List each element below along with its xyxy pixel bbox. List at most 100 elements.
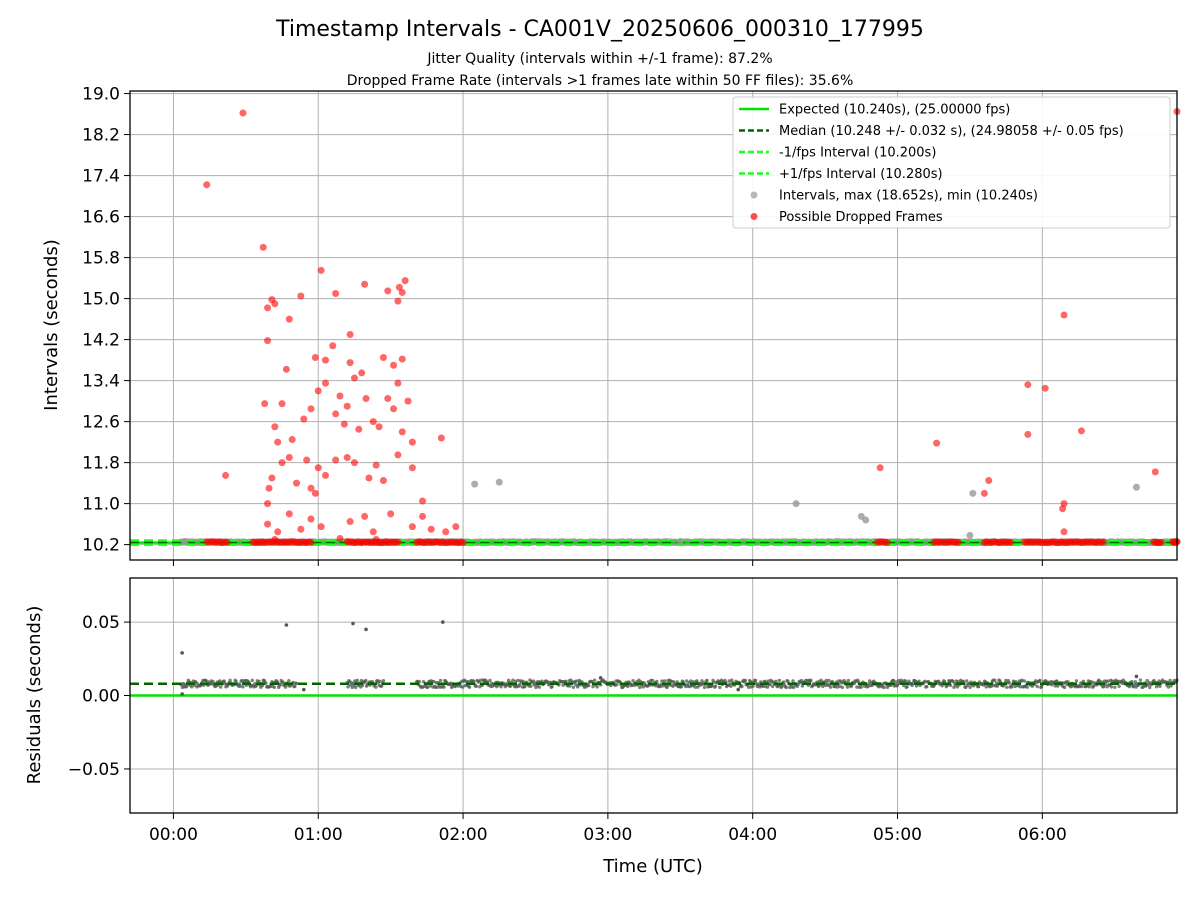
residual-point [765, 685, 770, 689]
residual-point [529, 684, 533, 688]
residual-point [753, 678, 758, 683]
dropped-point [311, 489, 319, 497]
dropped-point [398, 355, 406, 363]
dropped-point [278, 400, 286, 408]
dropped-point [314, 464, 322, 472]
residual-point [1106, 679, 1110, 683]
residual-point [730, 678, 734, 682]
residual-point [1168, 678, 1172, 683]
dropped-point [404, 397, 412, 405]
dropped-point [1024, 430, 1032, 438]
residual-point [190, 685, 194, 689]
dropped-point [442, 528, 450, 536]
chart-title: Timestamp Intervals - CA001V_20250606_00… [275, 17, 924, 42]
dropped-point-baseline [1157, 538, 1165, 546]
residual-point [281, 680, 285, 684]
dropped-point [203, 181, 211, 189]
legend-label-2: -1/fps Interval (10.200s) [779, 146, 936, 161]
residual-point [1022, 679, 1027, 683]
residual-point [1038, 678, 1042, 683]
dropped-point [394, 297, 402, 305]
dropped-point [297, 292, 305, 300]
residual-point [936, 679, 941, 683]
dropped-point [408, 464, 416, 472]
residual-point [976, 684, 981, 689]
residual-point [234, 679, 238, 684]
top-y-tick-label-0: 10.2 [82, 536, 120, 556]
top-y-tick-label-10: 18.2 [82, 126, 120, 146]
residual-point [859, 685, 863, 689]
interval-point [792, 500, 800, 508]
dropped-point [362, 395, 370, 403]
dropped-point [398, 428, 406, 436]
residual-point [911, 681, 915, 685]
intervals-panel: 10.2 11.0 11.8 12.6 13.4 14.2 15.0 15.8 16.6 17.4… [82, 85, 1181, 566]
residual-point [679, 684, 684, 689]
residual-point [474, 684, 479, 688]
residual-point [442, 685, 446, 689]
dropped-point-baseline [459, 539, 467, 547]
dropped-point [1060, 528, 1068, 536]
residual-point [774, 679, 778, 683]
residual-point [638, 685, 642, 690]
dropped-point [307, 484, 315, 492]
residual-point [819, 678, 823, 682]
dropped-point [274, 528, 282, 536]
dropped-point [264, 520, 272, 528]
dropped-point-baseline [1006, 538, 1014, 546]
top-y-tick-label-9: 17.4 [82, 167, 120, 187]
residual-point [984, 685, 988, 689]
top-y-tick-label-6: 15.0 [82, 290, 120, 310]
dropped-point [303, 456, 311, 464]
dropped-point [408, 438, 416, 446]
dropped-point [427, 525, 435, 533]
top-y-tick-label-8: 16.6 [82, 208, 120, 228]
residual-point [1056, 684, 1060, 688]
residual-point [381, 679, 386, 683]
dropped-point [452, 523, 460, 531]
residual-point [1166, 685, 1171, 689]
dropped-point [437, 434, 445, 442]
dropped-point-baseline [883, 538, 891, 546]
residual-point [1055, 679, 1059, 683]
residual-point [1007, 681, 1011, 685]
residual-point [905, 685, 909, 689]
residual-point [792, 685, 796, 689]
top-y-tick-label-7: 15.8 [82, 249, 120, 269]
legend-label-0: Expected (10.240s), (25.00000 fps) [779, 103, 1010, 118]
residual-point [1117, 684, 1121, 688]
residual-point [882, 685, 886, 690]
residual-outlier [736, 687, 741, 692]
residual-point [787, 685, 792, 690]
residual-point [662, 679, 667, 683]
bottom-y-axis-label: Residuals (seconds) [24, 606, 45, 785]
dropped-point [1151, 468, 1159, 476]
dropped-point [1041, 384, 1049, 392]
residual-point [828, 685, 833, 689]
residual-point [751, 684, 755, 688]
residual-point [1025, 685, 1029, 689]
residual-point [240, 678, 244, 683]
dropped-point [398, 288, 406, 296]
residual-point [968, 685, 972, 689]
residual-point [283, 685, 288, 689]
residual-point [219, 685, 223, 689]
residual-point [1010, 685, 1014, 689]
residual-point [800, 684, 805, 688]
residual-point [1090, 680, 1094, 684]
dropped-point [332, 410, 340, 418]
top-y-tick-label-2: 11.8 [82, 454, 120, 474]
residual-point [294, 681, 299, 686]
dropped-point [264, 500, 272, 508]
dropped-point [307, 405, 315, 413]
residual-point [615, 682, 619, 687]
dropped-point [361, 512, 369, 520]
dropped-point [264, 337, 272, 345]
dropped-point [239, 109, 247, 117]
interval-point [495, 478, 503, 486]
dropped-point [336, 392, 344, 400]
interval-point [676, 538, 684, 546]
x-axis-label: Time (UTC) [602, 856, 703, 877]
dropped-point [395, 283, 403, 291]
dropped-point [361, 280, 369, 288]
